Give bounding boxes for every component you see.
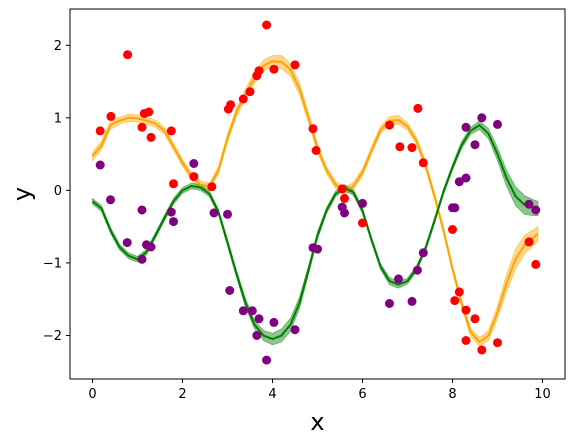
data-point-1-25 <box>385 299 394 308</box>
data-point-0-2 <box>123 50 133 60</box>
data-point-0-39 <box>531 259 541 269</box>
data-point-1-1 <box>106 195 115 205</box>
data-point-0-33 <box>461 336 471 345</box>
data-point-1-27 <box>407 296 417 306</box>
data-point-0-28 <box>413 103 423 113</box>
data-point-1-17 <box>262 355 272 365</box>
data-point-1-9 <box>189 159 199 168</box>
data-point-0-8 <box>169 179 178 189</box>
data-point-1-14 <box>247 306 257 316</box>
data-point-1-38 <box>524 199 534 209</box>
data-point-1-32 <box>454 177 464 187</box>
data-point-0-21 <box>311 146 321 155</box>
y-tick-label: 0 <box>54 184 62 199</box>
data-point-1-31 <box>450 203 460 213</box>
confidence-bands <box>92 55 539 347</box>
data-point-0-35 <box>470 314 480 324</box>
data-point-0-0 <box>95 126 105 136</box>
data-point-1-33 <box>461 122 471 132</box>
data-point-0-20 <box>308 124 318 134</box>
x-tick-label: 10 <box>534 387 551 402</box>
data-point-0-38 <box>524 237 534 247</box>
x-tick-label: 4 <box>268 387 276 402</box>
data-point-0-36 <box>477 345 487 355</box>
data-point-0-3 <box>137 122 147 132</box>
y-tick-label: −1 <box>43 256 62 271</box>
data-point-0-24 <box>358 218 367 228</box>
data-point-1-28 <box>412 265 422 275</box>
x-tick-label: 2 <box>178 387 186 402</box>
data-point-1-10 <box>209 208 219 218</box>
data-point-1-8 <box>169 217 178 227</box>
data-point-0-23 <box>340 193 349 203</box>
data-points <box>95 20 541 365</box>
data-point-0-13 <box>238 94 248 104</box>
x-tick-label: 6 <box>358 387 366 402</box>
data-point-0-30 <box>448 225 457 234</box>
data-point-0-17 <box>262 20 272 30</box>
data-point-1-36 <box>477 113 487 123</box>
data-point-0-29 <box>418 158 428 168</box>
data-point-1-24 <box>358 198 367 208</box>
fit-lines <box>91 60 539 344</box>
plot-frame <box>69 8 566 380</box>
data-point-1-26 <box>394 274 403 284</box>
data-point-0-26 <box>395 142 405 152</box>
fit-line-3 <box>91 123 539 341</box>
data-point-1-11 <box>223 209 232 219</box>
data-point-0-31 <box>450 296 460 306</box>
data-point-1-37 <box>493 119 502 129</box>
data-point-0-1 <box>106 111 116 121</box>
data-point-1-15 <box>252 331 262 340</box>
data-point-0-32 <box>454 287 464 297</box>
data-point-0-14 <box>245 87 255 97</box>
y-axis-ticks: −2 −1 0 1 2 <box>43 39 70 344</box>
data-point-0-9 <box>189 172 199 182</box>
data-point-0-37 <box>493 338 502 348</box>
confidence-band-2 <box>92 55 539 347</box>
data-point-1-29 <box>418 248 428 258</box>
data-point-0-12 <box>226 100 236 110</box>
data-point-1-39 <box>531 205 541 215</box>
y-tick-label: 1 <box>54 111 62 126</box>
data-point-1-21 <box>313 244 322 254</box>
x-tick-label: 8 <box>448 387 456 402</box>
data-point-0-16 <box>254 66 264 76</box>
data-point-1-6 <box>146 242 156 252</box>
data-point-0-27 <box>407 143 417 153</box>
data-point-0-34 <box>461 305 471 315</box>
data-point-1-7 <box>166 207 176 217</box>
data-point-0-22 <box>337 184 347 194</box>
data-point-1-16 <box>254 314 264 324</box>
y-tick-label: 2 <box>54 39 62 54</box>
data-point-1-13 <box>238 306 248 316</box>
data-point-1-18 <box>269 317 279 327</box>
data-point-0-10 <box>207 182 217 192</box>
data-point-1-0 <box>95 160 105 170</box>
data-point-1-35 <box>470 140 480 150</box>
data-point-1-19 <box>290 325 300 335</box>
data-point-1-34 <box>461 173 471 183</box>
fit-line-2 <box>91 60 539 344</box>
x-axis-ticks: 0 2 4 6 8 10 <box>88 379 551 402</box>
x-axis-label: x <box>310 408 324 436</box>
data-point-1-23 <box>340 208 349 218</box>
data-point-0-7 <box>166 126 176 136</box>
data-point-0-25 <box>385 120 394 130</box>
data-point-1-3 <box>137 205 147 215</box>
data-point-1-12 <box>225 286 235 295</box>
data-point-1-4 <box>137 254 147 264</box>
y-tick-label: −2 <box>43 329 62 344</box>
data-point-0-18 <box>269 64 279 74</box>
x-tick-label: 0 <box>88 387 96 402</box>
data-point-0-19 <box>290 60 300 70</box>
data-point-1-2 <box>122 238 132 248</box>
y-axis-label: y <box>8 187 36 201</box>
data-point-0-6 <box>146 132 156 142</box>
data-point-0-5 <box>144 107 154 117</box>
